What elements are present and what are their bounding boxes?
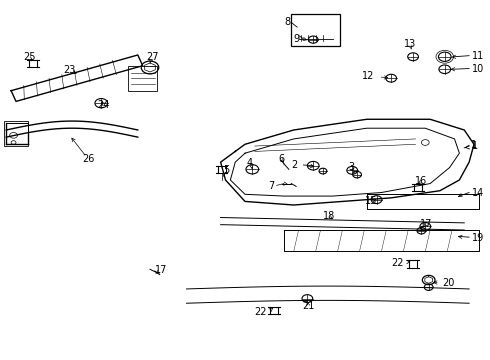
Text: 7: 7 [268,181,274,191]
Text: 14: 14 [471,188,484,198]
Text: 10: 10 [471,64,484,74]
Text: 19: 19 [471,233,484,243]
Bar [128,66,157,91]
Text: 18: 18 [323,211,335,221]
Text: 17: 17 [155,265,168,275]
Text: 22: 22 [254,307,267,317]
Text: 4: 4 [247,158,253,168]
Text: 21: 21 [302,301,315,311]
Text: 3: 3 [348,162,354,172]
Text: 17: 17 [420,219,433,229]
Bar [291,14,340,46]
Text: 2: 2 [292,159,297,170]
Text: 23: 23 [63,65,76,75]
Text: 11: 11 [471,51,484,61]
Text: 15: 15 [365,197,377,206]
Text: 8: 8 [284,17,290,27]
Text: 20: 20 [442,278,455,288]
Text: 5: 5 [223,165,230,175]
Text: 22: 22 [391,258,403,268]
Bar [6,123,28,144]
Text: 16: 16 [415,176,427,186]
Text: 1: 1 [471,141,478,151]
Text: 24: 24 [98,100,110,110]
Text: 1: 1 [470,140,477,150]
Bar [4,121,28,146]
Text: 27: 27 [146,52,159,62]
Text: 9: 9 [294,34,299,44]
Text: 12: 12 [362,71,374,81]
Text: 6: 6 [278,154,285,164]
Text: 26: 26 [82,154,94,163]
Text: 25: 25 [24,53,36,63]
Text: 13: 13 [404,39,416,49]
